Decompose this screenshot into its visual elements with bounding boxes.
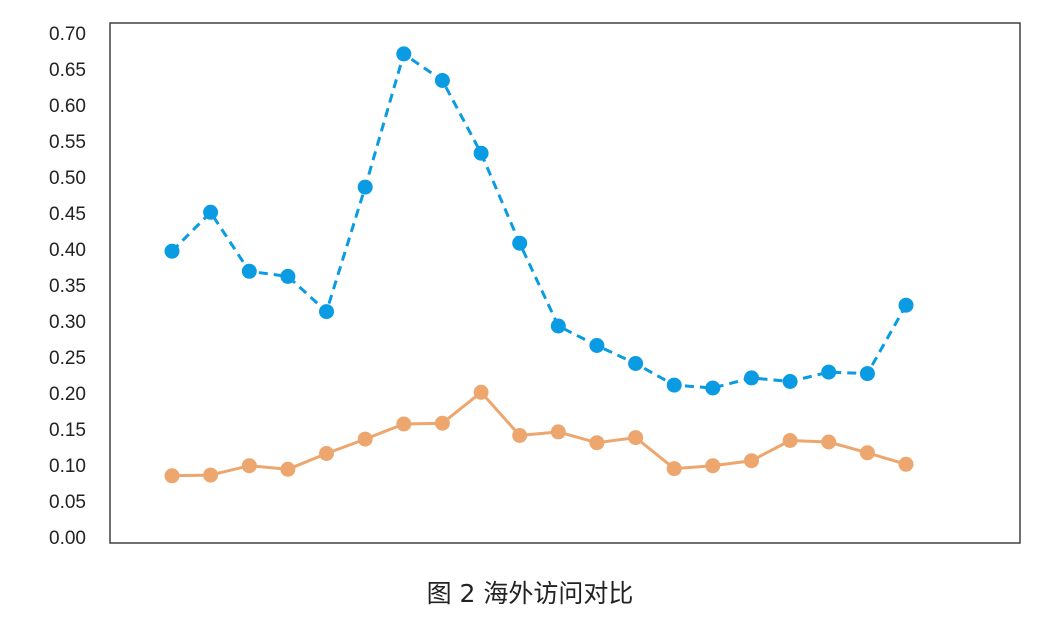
- series-1-point: [164, 243, 180, 259]
- series-1-point: [473, 145, 489, 161]
- series-2-point: [357, 431, 373, 447]
- plot-area-frame: [109, 22, 1021, 544]
- figure-caption: 图 2 海外访问对比: [426, 579, 634, 608]
- series-2-point: [280, 461, 296, 477]
- series-2-point: [744, 453, 759, 469]
- series-1-point: [396, 46, 412, 62]
- series-1-point: [589, 338, 605, 353]
- series-1-point: [782, 374, 798, 389]
- y-tick-label: 0.45: [49, 204, 86, 225]
- series-2-point: [705, 458, 721, 474]
- series-1-point: [319, 304, 334, 320]
- y-tick-label: 0.00: [49, 528, 86, 549]
- y-tick-label: 0.15: [49, 420, 86, 441]
- series-1-point: [280, 268, 296, 284]
- y-tick-label: 0.35: [49, 276, 86, 297]
- series-2-point: [898, 456, 914, 472]
- y-tick-label: 0.20: [49, 384, 86, 405]
- y-tick-label: 0.25: [49, 348, 86, 369]
- series-2-point: [821, 434, 837, 450]
- series-layer: [164, 46, 914, 484]
- series-1-point: [241, 263, 257, 279]
- y-tick-label: 0.70: [49, 24, 86, 45]
- series-2-point: [434, 415, 450, 431]
- series-2-point: [164, 468, 180, 484]
- series-1-point: [898, 297, 914, 313]
- series-2-point: [782, 433, 798, 448]
- series-2-point: [473, 384, 489, 400]
- series-2-point: [550, 424, 566, 440]
- line-chart: 0.00 0.05 0.10 0.15 0.20 0.25 0.30 0.35 0.40 0.45…: [49, 22, 1021, 549]
- series-1-point: [203, 204, 219, 220]
- series-1-point: [744, 370, 759, 386]
- series-1-line: [170, 52, 908, 390]
- series-2-point: [859, 445, 875, 461]
- series-1-point: [512, 235, 528, 251]
- series-1-point: [550, 318, 566, 334]
- y-tick-label: 0.05: [49, 492, 86, 513]
- series-2-point: [589, 435, 605, 451]
- series-2-point: [512, 428, 528, 443]
- series-1-point: [666, 377, 682, 393]
- y-tick-label: 0.40: [49, 240, 86, 261]
- series-2-point: [203, 467, 219, 483]
- series-2-point: [241, 458, 257, 474]
- series-1-point: [705, 380, 721, 396]
- series-2-point: [666, 461, 682, 477]
- series-1-point: [859, 366, 875, 382]
- series-2-point: [396, 416, 412, 432]
- y-tick-label: 0.10: [49, 456, 86, 477]
- y-tick-label: 0.30: [49, 312, 86, 333]
- y-axis: 0.00 0.05 0.10 0.15 0.20 0.25 0.30 0.35 0.40 0.45…: [49, 24, 86, 549]
- series-1-point: [628, 356, 644, 371]
- series-1-point: [821, 364, 837, 380]
- series-2-point: [628, 430, 644, 446]
- y-tick-label: 0.65: [49, 60, 86, 81]
- y-tick-label: 0.55: [49, 132, 86, 153]
- series-2-point: [319, 446, 334, 461]
- series-1-point: [434, 73, 450, 88]
- series-1-point: [357, 179, 373, 195]
- y-tick-label: 0.60: [49, 96, 86, 117]
- y-tick-label: 0.50: [49, 168, 86, 189]
- series-2-line: [171, 390, 907, 478]
